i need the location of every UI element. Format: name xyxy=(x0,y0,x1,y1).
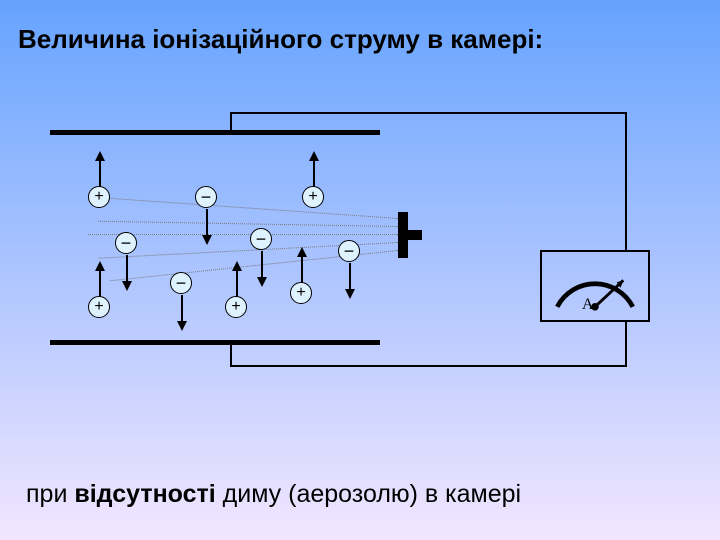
ion-negative xyxy=(250,228,272,250)
radiation-source-bar xyxy=(398,212,408,258)
ion-arrow-down xyxy=(343,263,357,299)
caption-suffix: диму (аерозолю) в камері xyxy=(216,480,521,508)
ammeter: A xyxy=(540,250,650,322)
wire xyxy=(230,112,232,132)
ion-arrow-down xyxy=(255,251,269,287)
ion-arrow-up xyxy=(295,247,309,283)
ion-positive xyxy=(88,296,110,318)
ion-arrow-up xyxy=(93,261,107,297)
ion-arrow-down xyxy=(200,209,214,245)
bottom-plate xyxy=(50,340,380,345)
caption-bold: відсутності xyxy=(74,480,215,508)
radiation-source-stub xyxy=(408,230,422,240)
wire xyxy=(625,322,627,365)
ion-arrow-up xyxy=(230,261,244,297)
wire xyxy=(230,112,627,114)
wire xyxy=(625,112,627,250)
wire xyxy=(230,365,627,367)
ion-arrow-down xyxy=(120,255,134,291)
ion-positive xyxy=(225,296,247,318)
ion-track xyxy=(88,234,398,235)
caption-prefix: при xyxy=(26,480,74,508)
page-title: Величина іонізаційного струму в камері: xyxy=(18,24,543,55)
top-plate xyxy=(50,130,380,135)
ion-positive xyxy=(290,282,312,304)
ion-positive xyxy=(88,186,110,208)
ion-arrow-down xyxy=(175,295,189,331)
ion-negative xyxy=(338,240,360,262)
ion-negative xyxy=(115,232,137,254)
ion-track xyxy=(99,197,398,219)
ion-arrow-up xyxy=(307,151,321,187)
ion-arrow-up xyxy=(93,151,107,187)
ion-negative xyxy=(195,186,217,208)
wire xyxy=(230,345,232,365)
caption: при відсутності диму (аерозолю) в камері xyxy=(26,480,521,509)
ionization-diagram: A xyxy=(40,100,680,440)
ammeter-dial xyxy=(542,252,648,320)
ion-track xyxy=(98,221,398,227)
ammeter-label: A xyxy=(582,296,594,314)
ion-negative xyxy=(170,272,192,294)
ion-positive xyxy=(302,186,324,208)
